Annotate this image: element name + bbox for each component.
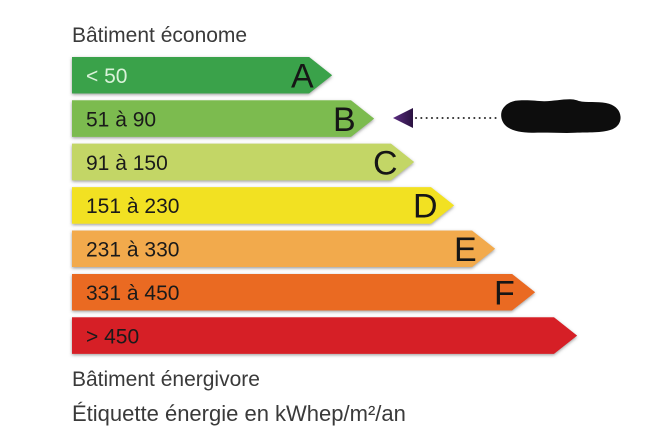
- svg-text:D: D: [413, 188, 438, 226]
- svg-text:151 à 230: 151 à 230: [86, 195, 179, 218]
- svg-text:A: A: [291, 58, 314, 96]
- svg-text:F: F: [494, 275, 515, 313]
- svg-text:91 à 150: 91 à 150: [86, 152, 168, 175]
- svg-text:51 à 90: 51 à 90: [86, 108, 156, 131]
- svg-text:E: E: [454, 231, 477, 269]
- svg-text:C: C: [373, 144, 398, 182]
- svg-text:> 450: > 450: [86, 325, 139, 348]
- svg-text:231 à 330: 231 à 330: [86, 239, 179, 262]
- svg-text:< 50: < 50: [86, 65, 127, 88]
- svg-text:B: B: [333, 101, 356, 139]
- svg-text:331 à 450: 331 à 450: [86, 282, 179, 305]
